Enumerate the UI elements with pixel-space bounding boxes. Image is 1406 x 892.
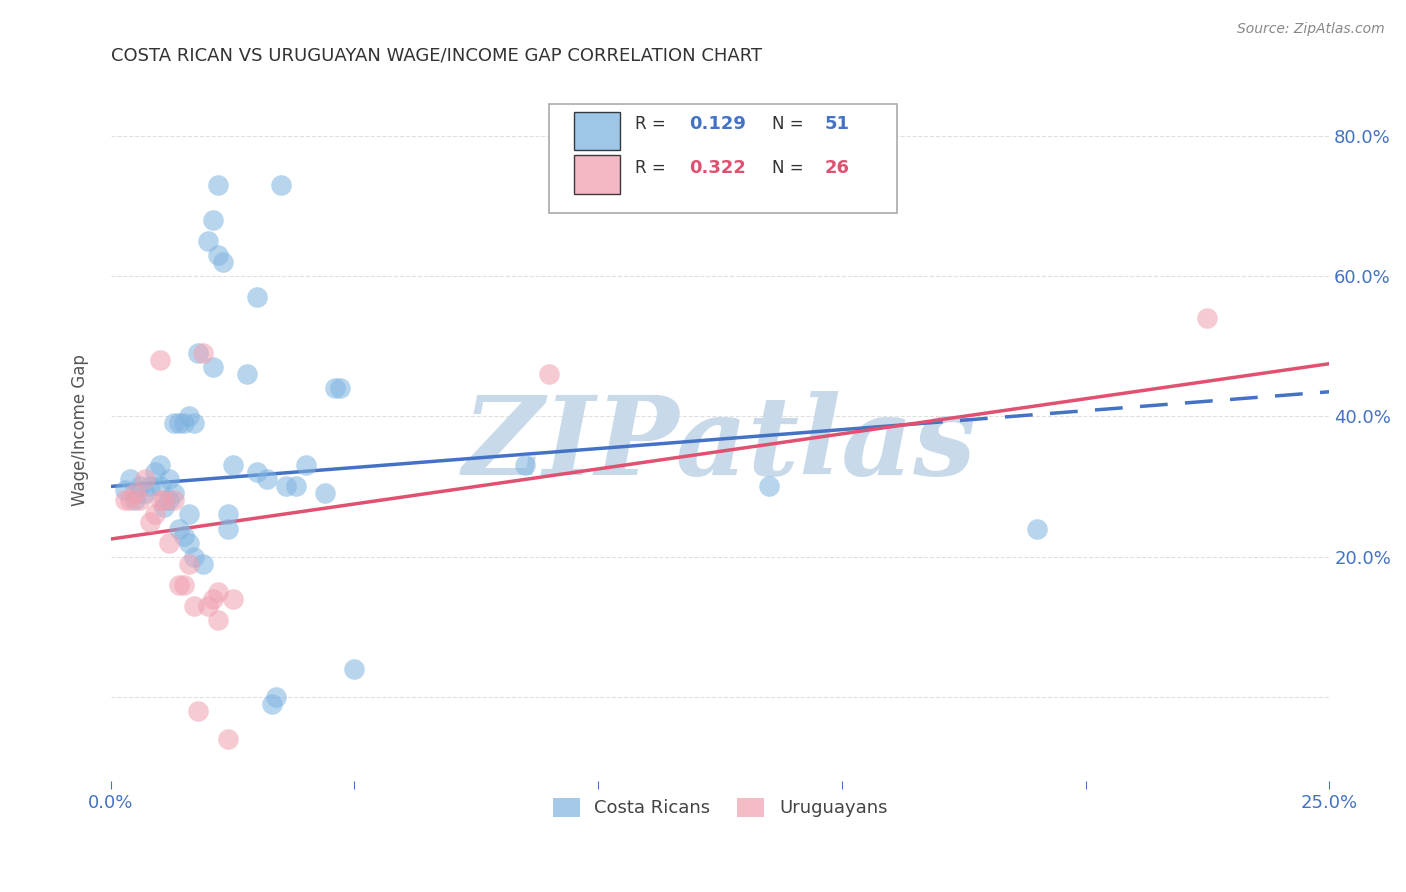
Point xyxy=(167,417,190,431)
Point xyxy=(177,508,200,522)
Point xyxy=(256,472,278,486)
Point xyxy=(173,528,195,542)
Point xyxy=(207,178,229,192)
Point xyxy=(148,458,170,473)
Point xyxy=(217,522,239,536)
Text: 0.322: 0.322 xyxy=(689,159,747,177)
Legend: Costa Ricans, Uruguayans: Costa Ricans, Uruguayans xyxy=(546,791,894,824)
Point xyxy=(157,493,180,508)
Point xyxy=(538,368,561,382)
Point xyxy=(153,493,176,508)
Point xyxy=(197,234,219,248)
Point xyxy=(157,535,180,549)
Point xyxy=(153,500,176,515)
Text: N =: N = xyxy=(772,115,810,133)
Point xyxy=(129,479,152,493)
Point xyxy=(148,493,170,508)
Point xyxy=(143,508,166,522)
Point xyxy=(167,522,190,536)
Text: N =: N = xyxy=(772,159,810,177)
Point xyxy=(177,535,200,549)
Point xyxy=(758,479,780,493)
Point xyxy=(173,417,195,431)
Point xyxy=(193,346,215,360)
Text: Source: ZipAtlas.com: Source: ZipAtlas.com xyxy=(1237,22,1385,37)
Point xyxy=(163,417,186,431)
Point xyxy=(193,557,215,571)
Point xyxy=(221,591,243,606)
Point xyxy=(236,368,259,382)
Point xyxy=(143,466,166,480)
Point xyxy=(157,472,180,486)
Point xyxy=(212,255,235,269)
Point xyxy=(129,493,152,508)
Point xyxy=(221,458,243,473)
Point xyxy=(276,479,298,493)
Point xyxy=(120,493,142,508)
Point xyxy=(183,417,205,431)
FancyBboxPatch shape xyxy=(550,104,897,213)
Text: 26: 26 xyxy=(825,159,849,177)
Point xyxy=(167,577,190,591)
Point xyxy=(148,479,170,493)
Point xyxy=(134,472,156,486)
Point xyxy=(120,472,142,486)
Point xyxy=(139,515,162,529)
FancyBboxPatch shape xyxy=(574,155,620,194)
Point xyxy=(207,248,229,262)
Y-axis label: Wage/Income Gap: Wage/Income Gap xyxy=(72,354,89,507)
FancyBboxPatch shape xyxy=(574,112,620,151)
Point xyxy=(173,577,195,591)
Point xyxy=(323,381,346,395)
Point xyxy=(329,381,352,395)
Point xyxy=(270,178,292,192)
Point xyxy=(207,613,229,627)
Point xyxy=(294,458,316,473)
Point xyxy=(183,599,205,613)
Text: R =: R = xyxy=(634,159,671,177)
Point xyxy=(148,353,170,368)
Text: 0.129: 0.129 xyxy=(689,115,747,133)
Text: 51: 51 xyxy=(825,115,849,133)
Point xyxy=(513,458,536,473)
Point xyxy=(285,479,308,493)
Point xyxy=(139,479,162,493)
Point xyxy=(260,697,283,711)
Point xyxy=(246,290,269,304)
Point xyxy=(187,346,209,360)
Point xyxy=(114,493,136,508)
Text: ZIPatlas: ZIPatlas xyxy=(463,391,977,498)
Point xyxy=(217,508,239,522)
Point xyxy=(163,486,186,500)
Point xyxy=(134,486,156,500)
Point xyxy=(246,466,269,480)
Point xyxy=(202,360,225,375)
Point xyxy=(207,584,229,599)
Point xyxy=(217,731,239,746)
Point xyxy=(1025,522,1047,536)
Point xyxy=(314,486,336,500)
Point xyxy=(343,662,366,676)
Point xyxy=(177,409,200,424)
Text: R =: R = xyxy=(634,115,671,133)
Text: COSTA RICAN VS URUGUAYAN WAGE/INCOME GAP CORRELATION CHART: COSTA RICAN VS URUGUAYAN WAGE/INCOME GAP… xyxy=(111,46,762,64)
Point xyxy=(124,493,146,508)
Point xyxy=(266,690,288,704)
Point xyxy=(202,213,225,227)
Point xyxy=(202,591,225,606)
Point xyxy=(197,599,219,613)
Point xyxy=(114,483,136,497)
Point xyxy=(187,704,209,718)
Point xyxy=(124,486,146,500)
Point xyxy=(163,493,186,508)
Point xyxy=(183,549,205,564)
Point xyxy=(177,557,200,571)
Point xyxy=(1197,311,1219,326)
